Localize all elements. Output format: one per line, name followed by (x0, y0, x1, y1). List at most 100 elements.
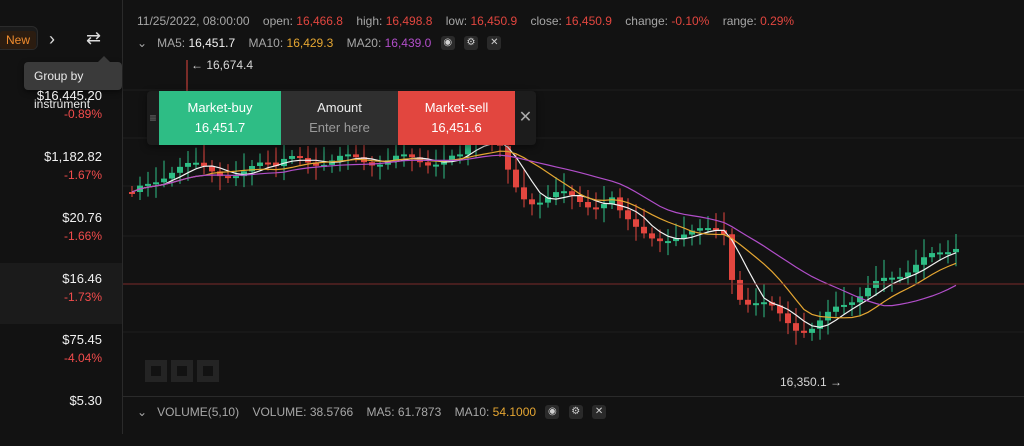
instrument-row[interactable]: $1,182.82 -1.67% (0, 141, 122, 202)
instrument-price: $5.30 (69, 393, 102, 408)
candle-body (881, 277, 887, 281)
candle-body (353, 154, 359, 158)
low-label: low: (445, 14, 468, 28)
chevron-right-icon[interactable]: › (49, 29, 55, 49)
candle-body (177, 166, 183, 173)
candle-body (249, 166, 255, 172)
candle-body (857, 296, 863, 303)
chevron-down-icon[interactable]: ⌄ (137, 36, 148, 50)
low-value: 16,450.9 (470, 14, 518, 28)
amount-input[interactable]: Amount Enter here (281, 91, 398, 145)
candle-body (505, 145, 511, 170)
candle-body (169, 172, 175, 179)
chevron-down-icon[interactable]: ⌄ (137, 405, 148, 419)
candle-datetime: 11/25/2022, 08:00:00 (137, 14, 250, 28)
eye-icon[interactable]: ◉ (545, 404, 560, 419)
instrument-row[interactable]: $16,445.20 -0.89% (0, 80, 122, 141)
volume-ma10-value: 54.1000 (492, 405, 537, 419)
ma20-value: 16,439.0 (384, 36, 432, 50)
candle-body (313, 162, 319, 166)
new-badge[interactable]: New (0, 31, 37, 49)
candle-body (689, 230, 695, 235)
volume-value: 38.5766 (309, 405, 354, 419)
amount-placeholder: Enter here (309, 120, 370, 135)
candle-body (529, 199, 535, 205)
range-label: range: (722, 14, 757, 28)
ma20-line (131, 154, 957, 307)
candle-body (809, 328, 815, 333)
candle-body (673, 238, 679, 242)
low-marker: 16,350.1 → (780, 375, 843, 389)
candle-body (513, 169, 519, 188)
candle-body (785, 313, 791, 324)
instrument-row[interactable]: $20.76 -1.66% (0, 202, 122, 263)
volume-ma5-value: 61.7873 (397, 405, 442, 419)
candle-body (465, 143, 471, 155)
candle-body (953, 248, 959, 253)
candle-body (225, 176, 231, 179)
volume-title: VOLUME(5,10) (157, 405, 240, 419)
instrument-price: $16.46 (62, 271, 102, 286)
close-icon[interactable]: ✕ (592, 404, 607, 419)
candle-body (281, 158, 287, 167)
eye-icon[interactable]: ◉ (440, 35, 455, 50)
instrument-price: $16,445.20 (36, 88, 102, 103)
range-value: 0.29% (760, 14, 795, 28)
change-value: -0.10% (671, 14, 710, 28)
candle-body (833, 306, 839, 312)
candle-body (617, 197, 623, 211)
market-buy-price: 16,451.7 (194, 120, 246, 135)
candle-body (889, 277, 895, 280)
candle-body (609, 197, 615, 205)
candle-body (641, 226, 647, 234)
candle-body (657, 238, 663, 242)
candle-body (129, 192, 135, 194)
ma10-line (131, 150, 957, 319)
candle-body (409, 154, 415, 158)
candle-body (817, 320, 823, 329)
candle-body (905, 272, 911, 277)
close-icon[interactable]: ✕ (487, 35, 502, 50)
candle-body (945, 252, 951, 255)
swap-icon[interactable]: ⇄ (86, 28, 102, 48)
candlestick-chart-panel[interactable]: 11/25/2022, 08:00:00 open: 16,466.8 high… (123, 0, 1024, 434)
candle-body (897, 276, 903, 279)
settings-icon[interactable]: ⚙ (568, 404, 583, 419)
candle-body (753, 303, 759, 306)
ma5-line (131, 141, 957, 328)
market-buy-label: Market-buy (187, 100, 253, 115)
candle-body (729, 234, 735, 280)
candle-body (545, 197, 551, 203)
candle-body (665, 241, 671, 244)
drag-handle-icon[interactable]: ≡ (149, 111, 157, 125)
candle-body (585, 202, 591, 208)
ma5-label: MA5: (157, 36, 186, 50)
moving-average-lines (131, 141, 957, 328)
market-sell-price: 16,451.6 (431, 120, 482, 135)
instrument-sidebar: New › ⇄ Group by instrument $16,445.20 -… (0, 0, 123, 434)
candle-body (577, 195, 583, 203)
instrument-row[interactable]: $5.30 (0, 385, 122, 446)
candle-body (929, 253, 935, 258)
candle-body (801, 330, 807, 333)
instrument-row[interactable]: $75.45 -4.04% (0, 324, 122, 385)
candle-body (849, 302, 855, 305)
candlestick-chart[interactable] (123, 0, 1024, 434)
instrument-list: $16,445.20 -0.89% $1,182.82 -1.67% $20.7… (0, 80, 122, 446)
candle-body (825, 311, 831, 321)
market-sell-button[interactable]: Market-sell 16,451.6 (398, 91, 515, 145)
candle-body (697, 228, 703, 231)
candle-body (257, 162, 263, 167)
candle-body (593, 207, 599, 210)
candle-body (777, 305, 783, 314)
instrument-change: -1.67% (63, 168, 102, 182)
instrument-row-selected[interactable]: $16.46 -1.73% (0, 263, 122, 324)
market-buy-button[interactable]: Market-buy 16,451.7 (159, 91, 281, 145)
close-icon[interactable]: ✕ (518, 109, 533, 126)
settings-icon[interactable]: ⚙ (464, 35, 479, 50)
volume-label: VOLUME: (252, 405, 307, 419)
instrument-change: -4.04% (63, 351, 102, 365)
candle-body (425, 162, 431, 166)
candle-body (457, 154, 463, 157)
volume-info: ⌄ VOLUME(5,10) VOLUME: 38.5766 MA5: 61.7… (137, 404, 607, 420)
